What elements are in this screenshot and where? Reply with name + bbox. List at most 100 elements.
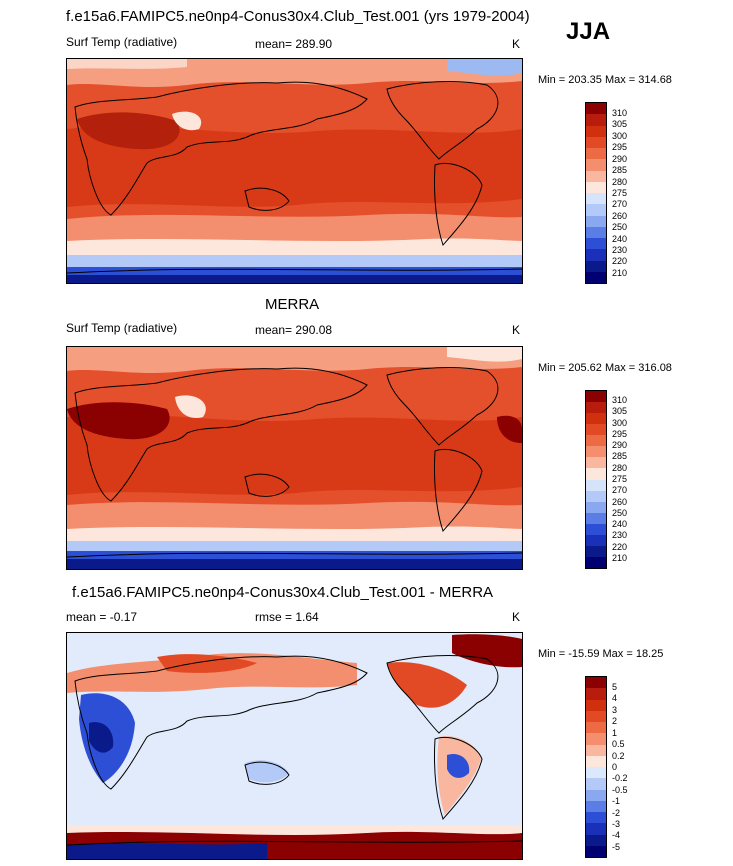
colorbar-tick-label: 285 [612, 451, 628, 462]
colorbar-tick-label: 0.5 [612, 739, 625, 750]
panel1-mean-label: mean= 289.90 [255, 37, 333, 51]
panel3-minmax-label: Min = -15.59 Max = 18.25 [538, 648, 664, 660]
colorbar-tick-label: 310 [612, 395, 628, 405]
panel3-title: f.e15a6.FAMIPC5.ne0np4-Conus30x4.Club_Te… [72, 584, 494, 601]
panel1-map [66, 58, 523, 284]
colorbar-swatch [586, 778, 606, 790]
panel1-units-label: K [512, 37, 521, 51]
panel1-colorbar [585, 102, 607, 284]
colorbar-swatch [586, 148, 606, 160]
colorbar-tick-label: 295 [612, 428, 628, 439]
colorbar-swatch [586, 457, 606, 469]
colorbar-tick-label: -0.2 [612, 773, 628, 784]
colorbar-swatch [586, 413, 606, 425]
colorbar-tick-label: 2 [612, 716, 618, 727]
colorbar-tick-label: -4 [612, 830, 621, 841]
panel3-mean-label: mean = -0.17 [66, 610, 138, 624]
colorbar-swatch [586, 501, 606, 513]
panel3-units-label: K [512, 610, 521, 624]
panel1-title: f.e15a6.FAMIPC5.ne0np4-Conus30x4.Club_Te… [66, 8, 530, 25]
colorbar-tick-label: -3 [612, 819, 621, 830]
colorbar-swatch [586, 226, 606, 238]
panel2-colorbar [585, 390, 607, 569]
panel2-colorbar-labels: 310 305 300 295 290 285 280 275 270 260 … [612, 395, 627, 563]
colorbar-tick-label: 300 [612, 130, 628, 141]
colorbar-swatch [586, 136, 606, 148]
colorbar-tick-label: 300 [612, 417, 628, 428]
colorbar-swatch [586, 523, 606, 535]
colorbar-tick-label: 230 [612, 245, 628, 256]
colorbar-swatch [586, 215, 606, 227]
colorbar-swatch [586, 699, 606, 711]
colorbar-swatch [586, 812, 606, 824]
colorbar-swatch [586, 490, 606, 502]
panel1-variable-label: Surf Temp (radiative) [66, 35, 178, 49]
colorbar-swatch [586, 823, 606, 835]
colorbar-swatch [586, 677, 606, 689]
colorbar-swatch [586, 446, 606, 458]
colorbar-tick-label: 275 [612, 187, 628, 198]
colorbar-swatch [586, 733, 606, 745]
colorbar-swatch [586, 238, 606, 250]
colorbar-tick-label: 295 [612, 142, 628, 153]
panel2-map [66, 346, 523, 570]
colorbar-swatch [586, 114, 606, 126]
colorbar-tick-label: 270 [612, 485, 628, 496]
colorbar-swatch [586, 710, 606, 722]
panel2-units-label: K [512, 323, 521, 337]
colorbar-swatch [586, 170, 606, 182]
colorbar-swatch [586, 845, 606, 857]
colorbar-swatch [586, 181, 606, 193]
colorbar-swatch [586, 556, 606, 568]
colorbar-swatch [586, 260, 606, 272]
panel3-colorbar-labels: 5 4 3 2 1 0.5 0.2 0 -0.2 -0.5 -1 -2 -3 -… [612, 682, 628, 852]
colorbar-tick-label: 285 [612, 165, 628, 176]
colorbar-tick-label: 3 [612, 704, 618, 715]
panel3-colorbar [585, 676, 607, 858]
colorbar-swatch [586, 534, 606, 546]
colorbar-tick-label: -5 [612, 841, 621, 852]
colorbar-swatch [586, 204, 606, 216]
colorbar-tick-label: 220 [612, 541, 628, 552]
panel2-minmax-label: Min = 205.62 Max = 316.08 [538, 362, 672, 374]
colorbar-swatch [586, 103, 606, 115]
colorbar-tick-label: 305 [612, 119, 628, 130]
colorbar-tick-label: 4 [612, 693, 618, 704]
colorbar-tick-label: 310 [612, 108, 628, 118]
colorbar-swatch [586, 755, 606, 767]
colorbar-tick-label: 240 [612, 519, 628, 530]
colorbar-swatch [586, 391, 606, 403]
colorbar-tick-label: -0.5 [612, 784, 628, 795]
colorbar-tick-label: 260 [612, 496, 628, 507]
colorbar-tick-label: 220 [612, 256, 628, 267]
colorbar-tick-label: 0.2 [612, 750, 625, 761]
colorbar-tick-label: 1 [612, 727, 618, 738]
colorbar-swatch [586, 249, 606, 261]
colorbar-swatch [586, 435, 606, 447]
colorbar-tick-label: 275 [612, 473, 628, 484]
colorbar-swatch [586, 545, 606, 557]
colorbar-swatch [586, 767, 606, 779]
panel1-colorbar-labels: 310 305 300 295 290 285 280 275 270 260 … [612, 108, 627, 278]
colorbar-swatch [586, 800, 606, 812]
colorbar-tick-label: 270 [612, 199, 628, 210]
colorbar-tick-label: -2 [612, 807, 621, 818]
panel1-minmax-label: Min = 203.35 Max = 314.68 [538, 74, 672, 86]
colorbar-swatch [586, 744, 606, 756]
colorbar-swatch [586, 125, 606, 137]
colorbar-tick-label: 280 [612, 462, 628, 473]
colorbar-swatch [586, 512, 606, 524]
colorbar-swatch [586, 834, 606, 846]
colorbar-swatch [586, 789, 606, 801]
colorbar-swatch [586, 193, 606, 205]
colorbar-tick-label: 250 [612, 222, 628, 233]
colorbar-swatch [586, 722, 606, 734]
colorbar-tick-label: -1 [612, 796, 621, 807]
colorbar-tick-label: 290 [612, 153, 628, 164]
colorbar-tick-label: 210 [612, 552, 628, 563]
colorbar-tick-label: 280 [612, 176, 628, 187]
panel2-variable-label: Surf Temp (radiative) [66, 321, 178, 335]
panel2-title: MERRA [265, 296, 320, 313]
colorbar-tick-label: 210 [612, 267, 628, 278]
colorbar-swatch [586, 468, 606, 480]
